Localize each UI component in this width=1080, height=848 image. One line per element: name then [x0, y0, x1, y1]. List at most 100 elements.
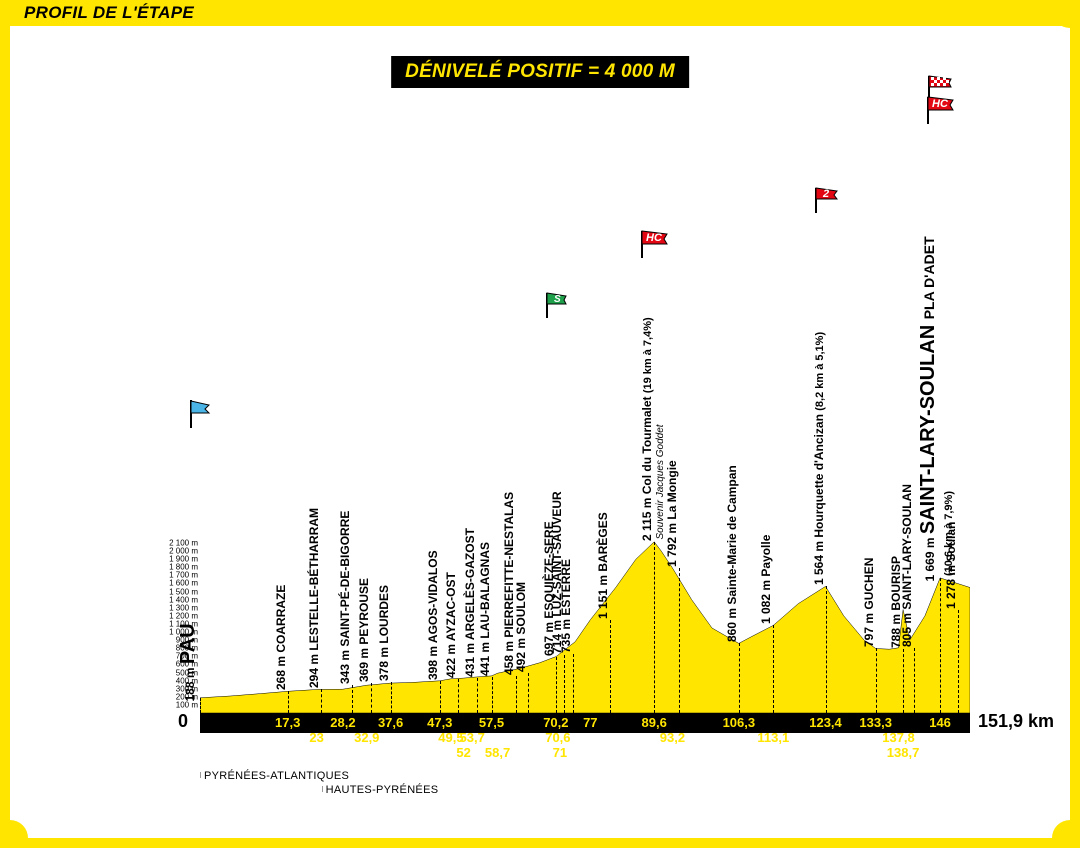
km-label: 58,7 — [485, 745, 510, 760]
svg-text:HC: HC — [646, 232, 663, 244]
waypoint-line — [654, 542, 655, 713]
waypoint-line — [564, 655, 565, 713]
waypoint-label: 398 m AGOS-VIDALOS — [426, 550, 440, 680]
waypoint-marker: 2 — [811, 185, 841, 215]
y-tick: 1 200 m — [169, 611, 198, 620]
waypoint-line — [440, 681, 441, 713]
km-label: 146 — [929, 715, 951, 730]
waypoint-line — [321, 689, 322, 713]
hc-marker: HC — [923, 94, 957, 126]
waypoint-label: 1 151 m BARÈGES — [596, 512, 610, 619]
y-tick: 1 500 m — [169, 587, 198, 596]
km-label: 52 — [456, 745, 470, 760]
km-label: 37,6 — [378, 715, 403, 730]
km-label: 28,2 — [330, 715, 355, 730]
waypoint-label: 441 m LAU-BALAGNAS — [478, 542, 492, 676]
waypoint-line — [458, 679, 459, 713]
region-label: PYRÉNÉES-ATLANTIQUES — [204, 770, 974, 782]
y-tick: 100 m — [176, 700, 198, 709]
waypoint-label: 369 m PEYROUSE — [357, 578, 371, 682]
waypoint-label: 860 m Sainte-Marie de Campan — [725, 466, 739, 643]
y-tick: 1 900 m — [169, 555, 198, 564]
km-label: 47,3 — [427, 715, 452, 730]
waypoint-label: 1 792 m La Mongie — [665, 460, 679, 567]
km-label: 53,7 — [460, 730, 485, 745]
svg-text:HC: HC — [932, 98, 949, 110]
km-label: 123,4 — [809, 715, 842, 730]
waypoint-line — [200, 698, 201, 713]
y-tick: 1 400 m — [169, 595, 198, 604]
y-tick: 1 600 m — [169, 579, 198, 588]
waypoint-label: 797 m GUCHEN — [862, 558, 876, 647]
km-label: 57,5 — [479, 715, 504, 730]
waypoint-line — [288, 691, 289, 713]
y-tick: 1 700 m — [169, 571, 198, 580]
elevation-gain-box: DÉNIVELÉ POSITIF = 4 000 M — [391, 56, 689, 88]
waypoint-line — [556, 657, 557, 713]
waypoint-label: 2 115 m Col du Tourmalet (19 km à 7,4%) — [640, 317, 654, 541]
waypoint-label: 492 m SOULOM — [514, 582, 528, 672]
km-label: 137,8 — [882, 730, 915, 745]
cat-flag-icon: 2 — [811, 185, 841, 215]
region-label: HAUTES-PYRÉNÉES — [326, 784, 1080, 796]
waypoint-line — [516, 676, 517, 713]
waypoint-label: 431 m ARGELÈS-GAZOST — [463, 528, 477, 677]
km-label: 23 — [309, 730, 323, 745]
waypoint-line — [773, 625, 774, 713]
waypoint-line — [528, 673, 529, 713]
svg-text:2: 2 — [822, 188, 829, 200]
km-label: 133,3 — [859, 715, 892, 730]
km-label: 17,3 — [275, 715, 300, 730]
km-label: 93,2 — [660, 730, 685, 745]
waypoint-marker: S — [542, 290, 570, 320]
waypoint-label: 1 669 m SAINT-LARY-SOULAN PLA D'ADET — [917, 236, 940, 581]
waypoint-line — [739, 643, 740, 713]
waypoint-line — [492, 677, 493, 713]
waypoint-line — [477, 678, 478, 713]
waypoint-line — [391, 682, 392, 713]
waypoint-line — [610, 620, 611, 713]
km-label: 89,6 — [642, 715, 667, 730]
km-label: 70,6 — [545, 730, 570, 745]
waypoint-label: 735 m ESTERRE — [559, 558, 573, 652]
waypoint-marker — [187, 398, 213, 430]
km-label: 32,9 — [354, 730, 379, 745]
km-label: 71 — [553, 745, 567, 760]
waypoint-label: 294 m LESTELLE-BÉTHARRAM — [307, 508, 321, 688]
y-tick: 1 800 m — [169, 563, 198, 572]
km-label: 113,1 — [757, 730, 789, 745]
km-label: 106,3 — [723, 715, 756, 730]
waypoints-layer: 188 m PAU268 m COARRAZE294 m LESTELLE-BÉ… — [200, 130, 970, 713]
waypoint-label: 188 m PAU — [177, 623, 200, 701]
svg-text:S: S — [554, 294, 561, 305]
sprint-flag-icon: S — [542, 290, 570, 320]
waypoint-line — [940, 578, 941, 713]
waypoint-label: 378 m LOURDES — [377, 585, 391, 681]
start-flag-icon — [187, 398, 213, 430]
km-label: 138,7 — [887, 745, 920, 760]
waypoint-line — [371, 683, 372, 713]
hc-flag-icon: HC — [923, 94, 957, 126]
waypoint-line — [352, 685, 353, 713]
waypoint-line — [573, 654, 574, 714]
waypoint-label: 343 m SAINT-PÉ-DE-BIGORRE — [338, 511, 352, 684]
waypoint-climb: (10,6 km à 7,9%) — [943, 491, 955, 576]
km-label: 70,2 — [543, 715, 568, 730]
waypoint-marker: HC — [637, 228, 671, 260]
y-tick: 1 300 m — [169, 603, 198, 612]
region-tick — [200, 772, 201, 778]
waypoint-label: 1 082 m Payolle — [759, 535, 773, 624]
waypoint-line — [876, 648, 877, 713]
waypoint-line — [826, 586, 827, 713]
km-labels: 17,32328,232,937,647,349,55253,757,558,7… — [200, 713, 970, 753]
waypoint-line — [679, 568, 680, 713]
y-tick: 2 100 m — [169, 539, 198, 548]
waypoint-label: 268 m COARRAZE — [274, 585, 288, 690]
km-label: 77 — [583, 715, 597, 730]
hc-flag-icon: HC — [637, 228, 671, 260]
page-title: PROFIL DE L'ÉTAPE — [18, 0, 200, 26]
waypoint-label: 1 564 m Hourquette d'Ancizan (8,2 km à 5… — [812, 332, 826, 585]
waypoint-line — [914, 648, 915, 713]
waypoint-line — [903, 649, 904, 713]
km-start-label: 0 — [178, 711, 188, 732]
